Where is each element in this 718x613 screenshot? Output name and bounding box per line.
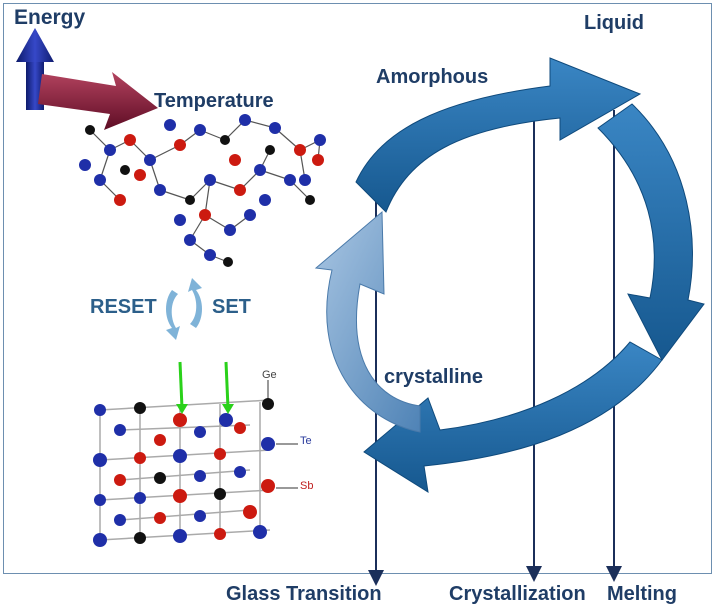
figure-frame: [3, 3, 712, 574]
reset-label: RESET: [90, 296, 157, 318]
amorphous-to-liquid-arrow: [355, 57, 642, 213]
crystal-atoms: [93, 398, 275, 547]
temperature-axis-arrow: [38, 72, 158, 130]
reset-set-cycle-icon: [166, 278, 202, 340]
crystalline-label: crystalline: [384, 366, 483, 388]
legend-pointers: [267, 380, 298, 489]
phase-cycle: [314, 57, 705, 494]
sb-legend-label: Sb: [300, 480, 314, 492]
liquid-cooling-arrow: [597, 103, 705, 361]
ge-legend-label: Ge: [262, 369, 277, 381]
energy-label: Energy: [14, 6, 86, 29]
liquid-label: Liquid: [584, 12, 644, 34]
set-label: SET: [212, 296, 251, 318]
amorphous-label: Amorphous: [376, 66, 489, 88]
crystalline-to-amorphous-arrow: [314, 210, 421, 433]
crystallization-arrow: [363, 341, 663, 494]
glass-transition-label: Glass Transition: [226, 583, 382, 605]
crystallization-label: Crystallization: [449, 583, 586, 605]
melting-label: Melting: [607, 583, 677, 605]
te-legend-label: Te: [300, 435, 312, 447]
temperature-label: Temperature: [154, 90, 274, 112]
pointer-arrows: [176, 361, 234, 414]
amorphous-atoms: [79, 114, 326, 267]
